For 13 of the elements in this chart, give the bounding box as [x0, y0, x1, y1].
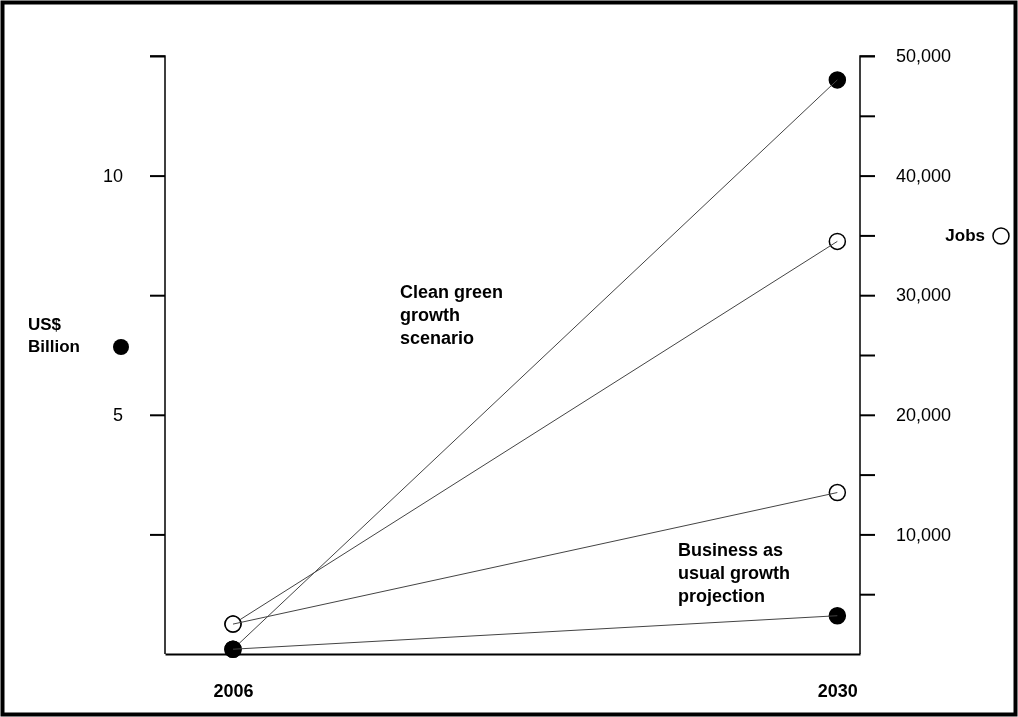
- y-axis-title: US$ Billion: [28, 315, 80, 356]
- x-tick-label: 2006: [213, 680, 254, 701]
- y2-tick-label: 20,000: [896, 405, 952, 426]
- y2-axis-title: Jobs: [945, 226, 985, 245]
- y-tick-label: 10: [102, 165, 123, 186]
- y2-tick-label: 40,000: [896, 165, 952, 186]
- y-tick-label: 5: [112, 405, 123, 426]
- x-tick-label: 2030: [817, 680, 858, 701]
- y2-tick-label: 50,000: [896, 46, 952, 67]
- y2-tick-label: 10,000: [896, 524, 952, 545]
- y2-tick-label: 30,000: [896, 285, 952, 306]
- annotation: Business as usual growth projection: [678, 540, 790, 606]
- annotation: Clean green growth scenario: [400, 282, 504, 348]
